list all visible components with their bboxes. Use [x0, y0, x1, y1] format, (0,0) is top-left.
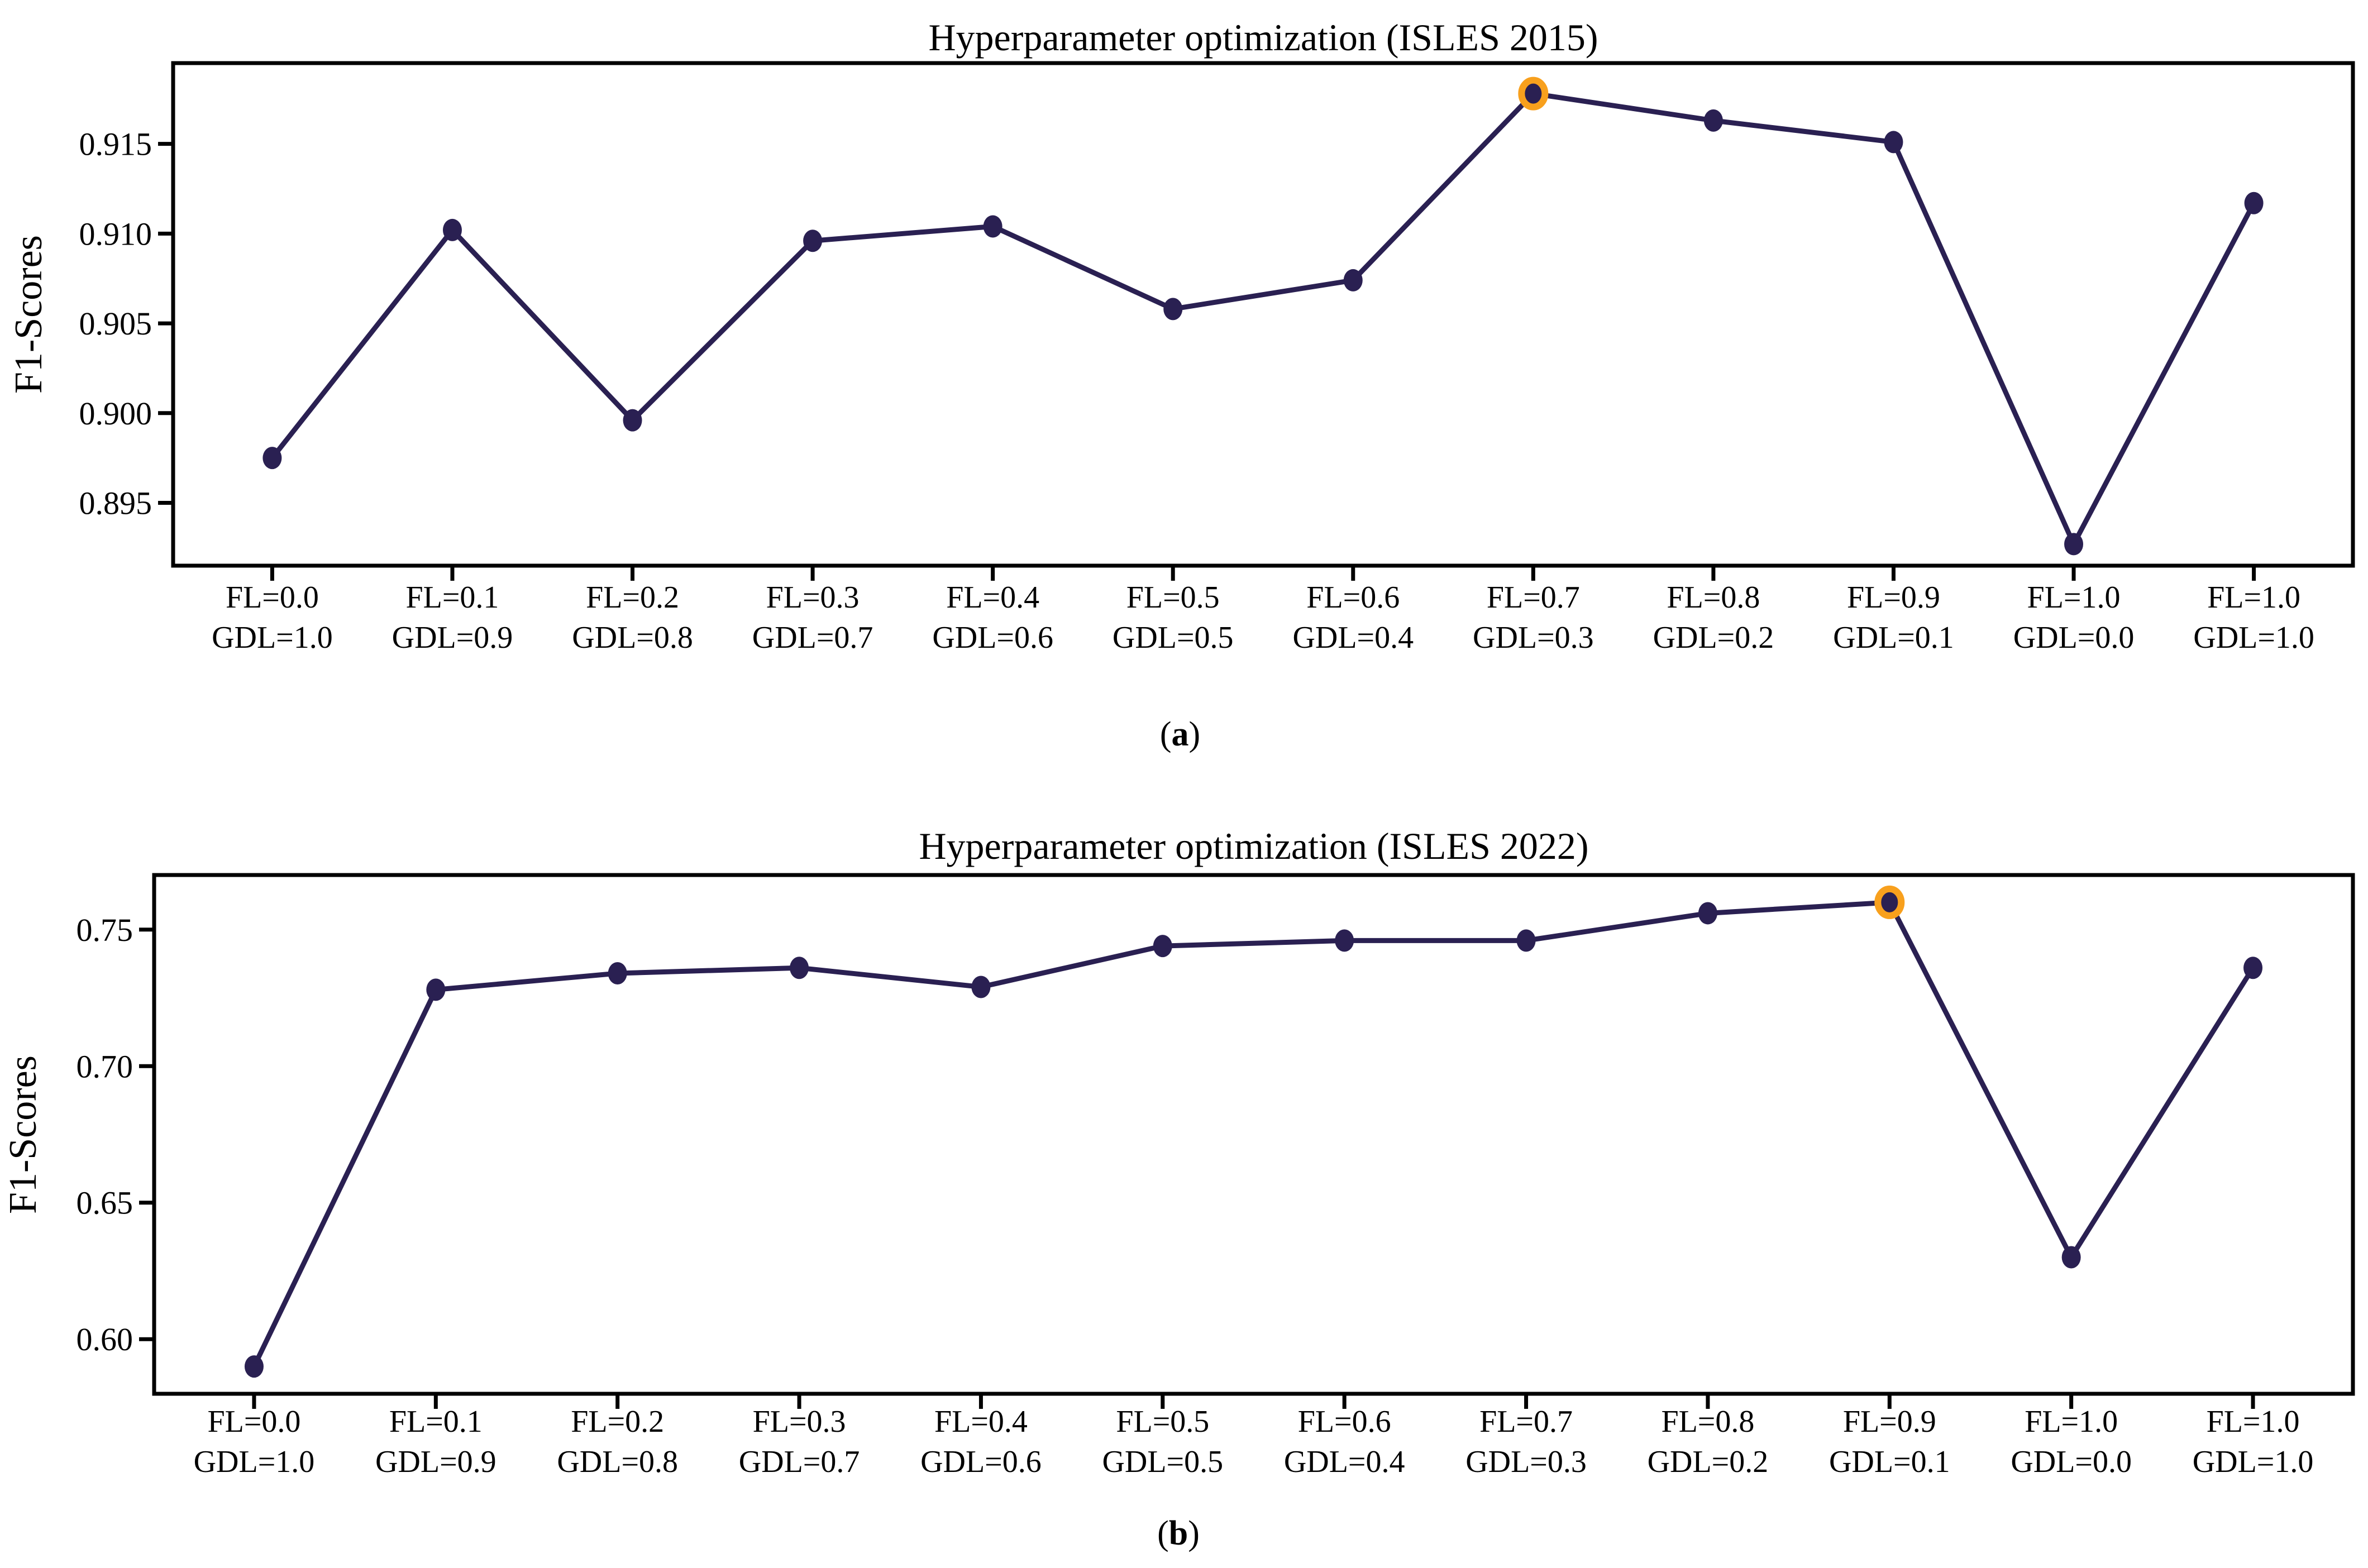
x-tick-label-gdl: GDL=0.2 [1648, 1445, 1769, 1479]
data-point-marker [2243, 957, 2263, 979]
x-tick-label-gdl: GDL=0.6 [920, 1445, 1042, 1479]
x-tick-label-fl: FL=0.4 [946, 580, 1039, 615]
data-point-marker [608, 962, 627, 985]
x-tick-label-fl: FL=0.9 [1847, 580, 1940, 615]
x-tick-label-gdl: GDL=1.0 [194, 1445, 315, 1479]
x-tick-label-gdl: GDL=0.7 [752, 620, 873, 655]
x-tick-label-gdl: GDL=0.9 [375, 1445, 496, 1479]
x-tick-label-fl: FL=0.3 [766, 580, 860, 615]
x-tick-label-gdl: GDL=1.0 [2193, 1445, 2314, 1479]
x-tick-label-gdl: GDL=0.6 [932, 620, 1053, 655]
y-tick-label: 0.900 [79, 395, 152, 432]
x-tick-label-fl: FL=0.6 [1298, 1404, 1391, 1439]
f1-score-line [251, 900, 2255, 1368]
x-tick-label-fl: FL=1.0 [2207, 580, 2300, 615]
x-tick-label-fl: FL=0.3 [753, 1404, 846, 1439]
chart-b-title: Hyperparameter optimization (ISLES 2022) [919, 825, 1588, 867]
x-tick-label-gdl: GDL=0.7 [739, 1445, 860, 1479]
x-tick-label-gdl: GDL=0.2 [1653, 620, 1774, 655]
data-point-marker [1343, 269, 1363, 291]
data-point-marker [1703, 109, 1723, 132]
data-point-marker [803, 230, 823, 252]
f1-score-line [270, 90, 2256, 550]
chart-b-y-axis-label: F1-Scores [2, 1055, 45, 1214]
x-tick-label-fl: FL=0.8 [1661, 1404, 1754, 1439]
x-tick-label-fl: FL=0.5 [1116, 1404, 1209, 1439]
plot-border [152, 873, 2355, 1396]
plot-border [171, 61, 2355, 568]
chart-b-plot: 0.60 0.65 0.70 0.75 FL=0.0 GDL=1.0 FL=0.1 GDL=0… [77, 873, 2355, 1479]
y-tick-label: 0.905 [79, 305, 152, 342]
chart-a-y-axis-label: F1-Scores [7, 235, 50, 394]
chart-a-title: Hyperparameter optimization (ISLES 2015) [928, 16, 1598, 59]
x-tick-label-gdl: GDL=0.9 [392, 620, 513, 655]
data-point-marker [426, 978, 446, 1001]
x-tick-label-gdl: GDL=0.3 [1465, 1445, 1587, 1479]
data-point-marker [1335, 929, 1354, 952]
data-point-marker [262, 447, 282, 470]
x-tick-label-fl: FL=0.2 [586, 580, 679, 615]
highlighted-data-point-marker [1518, 77, 1549, 111]
x-tick-label-fl: FL=0.1 [406, 580, 499, 615]
x-tick-label-gdl: GDL=0.0 [2013, 620, 2135, 655]
x-tick-label-gdl: GDL=1.0 [2193, 620, 2314, 655]
y-tick-label: 0.60 [77, 1321, 133, 1357]
data-point-marker [244, 1355, 264, 1378]
x-tick-label-fl: FL=0.6 [1306, 580, 1400, 615]
y-tick-label: 0.65 [77, 1185, 133, 1221]
x-tick-label-gdl: GDL=0.5 [1102, 1445, 1223, 1479]
y-tick-label: 0.70 [77, 1048, 133, 1084]
x-tick-label-fl: FL=1.0 [2025, 1404, 2118, 1439]
data-point-marker [442, 218, 462, 241]
data-point-marker [2244, 192, 2264, 214]
x-tick-label-fl: FL=0.9 [1843, 1404, 1936, 1439]
data-point-marker [1698, 902, 1717, 925]
highlighted-data-point-marker [1874, 885, 1905, 919]
chart-a-plot: 0.895 0.900 0.905 0.910 0.915 FL=0.0 GDL=1.0 FL… [79, 61, 2355, 655]
x-tick-label-gdl: GDL=1.0 [212, 620, 333, 655]
data-point-marker [1153, 935, 1172, 958]
x-tick-label-fl: FL=0.2 [571, 1404, 664, 1439]
x-tick-label-gdl: GDL=0.0 [2011, 1445, 2132, 1479]
x-tick-label-gdl: GDL=0.3 [1473, 620, 1594, 655]
x-tick-label-fl: FL=1.0 [2207, 1404, 2300, 1439]
data-point-marker [790, 957, 809, 979]
x-tick-label-fl: FL=1.0 [2027, 580, 2121, 615]
x-tick-label-fl: FL=0.4 [934, 1404, 1028, 1439]
x-tick-label-fl: FL=0.5 [1126, 580, 1220, 615]
data-point-marker [983, 215, 1002, 238]
data-point-marker [2061, 1246, 2081, 1269]
chart-b: 0.60 0.65 0.70 0.75 FL=0.0 GDL=1.0 FL=0.1 GDL=0… [2, 825, 2355, 1552]
x-tick-label-gdl: GDL=0.5 [1113, 620, 1234, 655]
x-tick-label-fl: FL=0.7 [1479, 1404, 1573, 1439]
data-point-marker [2064, 533, 2084, 556]
data-point-marker [1163, 298, 1183, 321]
caption-a: (a) [1160, 715, 1200, 753]
x-tick-label-fl: FL=0.0 [207, 1404, 300, 1439]
data-point-marker [1516, 929, 1536, 952]
y-tick-label: 0.915 [79, 126, 152, 162]
x-tick-label-gdl: GDL=0.4 [1284, 1445, 1405, 1479]
x-tick-label-gdl: GDL=0.8 [572, 620, 693, 655]
y-tick-label: 0.75 [77, 912, 133, 948]
x-tick-label-fl: FL=0.7 [1487, 580, 1580, 615]
x-tick-label-gdl: GDL=0.8 [557, 1445, 678, 1479]
y-tick-label: 0.895 [79, 485, 152, 522]
x-tick-label-fl: FL=0.1 [389, 1404, 483, 1439]
x-tick-label-fl: FL=0.8 [1667, 580, 1760, 615]
x-tick-label-gdl: GDL=0.1 [1833, 620, 1954, 655]
data-point-marker [971, 976, 991, 998]
x-tick-label-gdl: GDL=0.1 [1829, 1445, 1950, 1479]
chart-a: 0.895 0.900 0.905 0.910 0.915 FL=0.0 GDL=1.0 FL… [7, 16, 2355, 753]
y-tick-label: 0.910 [79, 216, 152, 252]
data-point-marker [623, 409, 642, 432]
x-tick-label-gdl: GDL=0.4 [1292, 620, 1414, 655]
caption-b: (b) [1157, 1514, 1200, 1552]
data-point-marker [1884, 131, 1903, 154]
x-tick-label-fl: FL=0.0 [226, 580, 319, 615]
